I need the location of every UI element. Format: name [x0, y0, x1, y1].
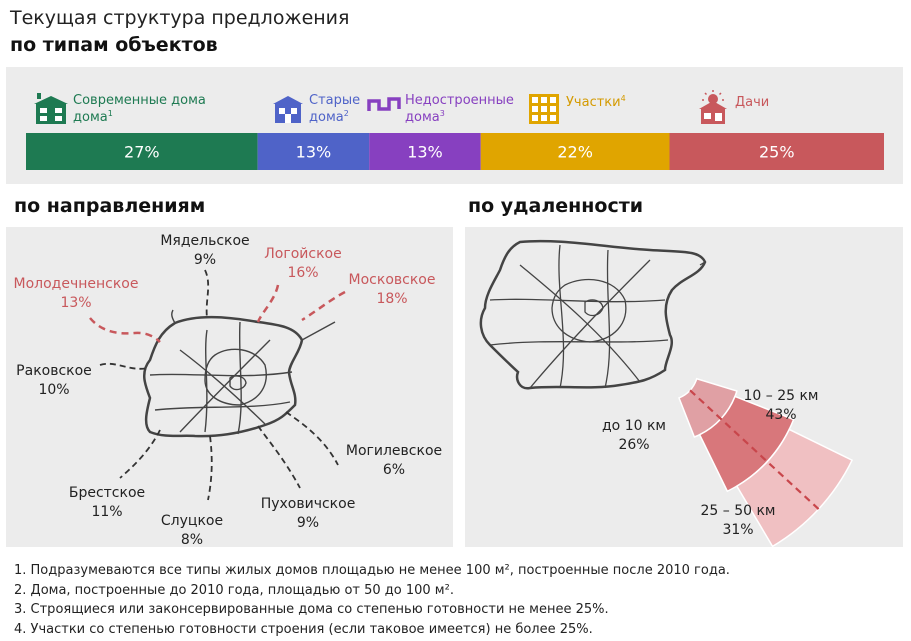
distance-axis-line: [689, 389, 820, 510]
foundation-icon: [367, 97, 401, 111]
distance-labels: до 10 км 26% 10 – 25 км 43% 25 – 50 км 31%: [602, 388, 818, 538]
direction-value-label: 9%: [297, 515, 319, 531]
highway-slutsk: [207, 435, 213, 501]
stacked-bar: 27% 13% 13% 22% 25%: [26, 133, 884, 170]
internal-roads: [149, 309, 336, 435]
highway-brest: [119, 429, 161, 479]
footnote-2: 2. Дома, построенные до 2010 года, площа…: [14, 582, 454, 598]
direction-labels: Мядельское 9% Логойское 16% Московское 18% Мол…: [14, 233, 443, 548]
ring-road: [143, 315, 304, 438]
bar-value-label: 13%: [296, 143, 332, 162]
bar-value-label: 27%: [124, 143, 160, 162]
highway-rakov: [99, 362, 149, 370]
bar-segment: [257, 133, 370, 170]
direction-value-label: 10%: [38, 382, 69, 398]
direction-name-label: Слуцкое: [161, 513, 223, 529]
direction-value-label: 8%: [181, 532, 203, 548]
highway-puhovichi: [257, 425, 301, 489]
direction-value-label: 11%: [91, 504, 122, 520]
distance-value-label: 31%: [722, 522, 753, 538]
direction-value-label: 6%: [383, 462, 405, 478]
legend-unfinished-line2: дома3: [405, 109, 445, 125]
direction-name-label: Мядельское: [160, 233, 249, 249]
legend-modern-line1: Современные дома: [73, 93, 206, 108]
direction-name-label: Раковское: [16, 363, 92, 379]
stacked-bar-legend: Современные дома дома1 Старые дома2 Недо…: [34, 90, 769, 125]
direction-name-label: Логойское: [264, 246, 341, 262]
distance-category-label: до 10 км: [602, 418, 666, 434]
direction-name-label: Молодечненское: [14, 276, 139, 292]
legend-modern-line2: дома1: [73, 109, 113, 125]
directions-section-title: по направлениям: [14, 195, 206, 217]
distance-category-label: 25 – 50 км: [701, 503, 776, 519]
highway-logoisk: [256, 284, 280, 323]
chart-title-line1: Текущая структура предложения: [10, 7, 350, 29]
distance-section-title: по удаленности: [468, 195, 644, 217]
footnote-4: 4. Участки со степенью готовности строен…: [14, 621, 593, 637]
legend-plots: Участки4: [566, 94, 626, 110]
ring-road-big: [479, 239, 707, 390]
highway-molodechno: [89, 317, 161, 343]
legend-dachas: Дачи: [735, 95, 769, 110]
bar-segment: [26, 133, 258, 170]
distance-fan: [678, 377, 854, 548]
house-modern-icon: [34, 93, 68, 124]
direction-value-label: 18%: [376, 291, 407, 307]
direction-value-label: 16%: [287, 265, 318, 281]
dacha-sun-icon: [699, 90, 727, 124]
highway-myadel: [204, 269, 210, 319]
legend-unfinished-line1: Недостроенные: [405, 93, 514, 108]
bar-segment: [369, 133, 481, 170]
distance-value-label: 43%: [765, 407, 796, 423]
highway-moscow: [301, 290, 346, 322]
footnote-1: 1. Подразумеваются все типы жилых домов …: [14, 563, 730, 578]
minsk-map-distance: [479, 239, 707, 390]
footnote-3: 3. Строящиеся или законсервированные дом…: [14, 602, 609, 617]
minsk-map-directions: [89, 269, 346, 501]
legend-old-line1: Старые: [309, 93, 360, 108]
bar-value-label: 13%: [407, 143, 443, 162]
footnotes: 1. Подразумеваются все типы жилых домов …: [14, 561, 730, 639]
bar-value-label: 25%: [759, 143, 795, 162]
legend-old-line2: дома2: [309, 109, 349, 125]
chart-title-line2: по типам объектов: [10, 34, 218, 56]
direction-name-label: Брестское: [69, 485, 145, 501]
bar-value-label: 22%: [557, 143, 593, 162]
plot-grid-icon: [529, 94, 559, 124]
direction-value-label: 9%: [194, 252, 216, 268]
distance-band-3: [735, 428, 854, 548]
bar-segment: [669, 133, 884, 170]
distance-value-label: 26%: [618, 437, 649, 453]
house-old-icon: [273, 96, 303, 123]
bar-segment: [480, 133, 670, 170]
direction-name-label: Могилевское: [346, 443, 442, 459]
distance-category-label: 10 – 25 км: [744, 388, 819, 404]
internal-roads-big: [489, 244, 706, 389]
direction-value-label: 13%: [60, 295, 91, 311]
direction-name-label: Московское: [349, 272, 436, 288]
highway-mogilev: [285, 411, 339, 466]
directions-panel: [6, 227, 453, 547]
direction-name-label: Пуховичское: [261, 496, 356, 512]
